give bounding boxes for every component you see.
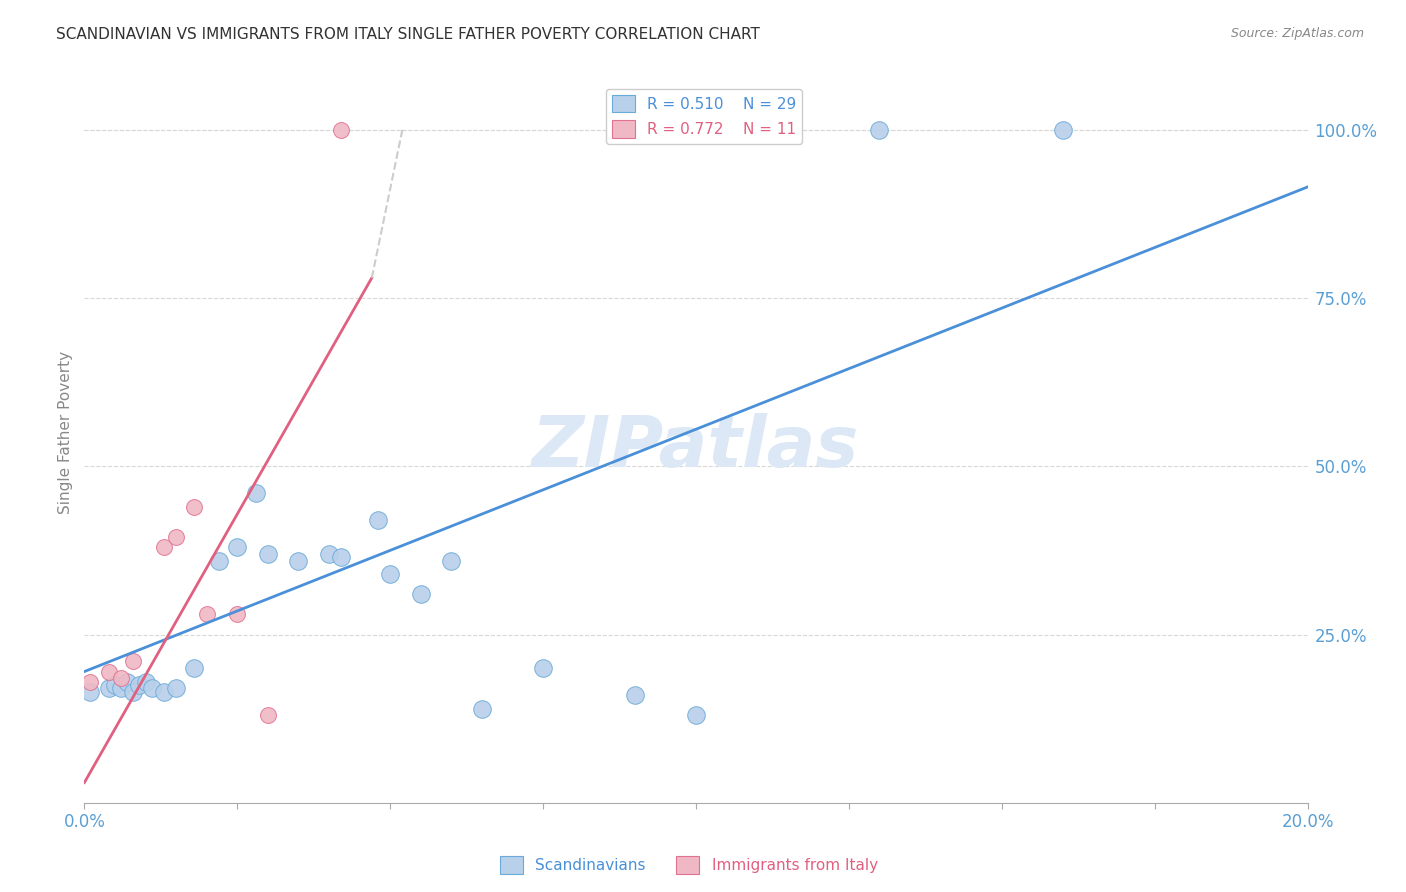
Point <box>440 553 463 567</box>
Point <box>330 122 353 136</box>
Point <box>685 708 707 723</box>
Point <box>409 587 432 601</box>
Point <box>226 607 249 622</box>
Point <box>195 607 218 622</box>
Legend: R = 0.510    N = 29, R = 0.772    N = 11: R = 0.510 N = 29, R = 0.772 N = 11 <box>606 88 803 144</box>
Point <box>471 701 494 715</box>
Point <box>122 655 145 669</box>
Point <box>97 665 120 679</box>
Point <box>97 681 120 696</box>
Point <box>367 513 389 527</box>
Point <box>287 553 309 567</box>
Point <box>318 547 340 561</box>
Point <box>1052 122 1074 136</box>
Point <box>79 674 101 689</box>
Point <box>110 681 132 696</box>
Point <box>135 674 157 689</box>
Point <box>183 661 205 675</box>
Point <box>165 681 187 696</box>
Text: Source: ZipAtlas.com: Source: ZipAtlas.com <box>1230 27 1364 40</box>
Point <box>122 685 145 699</box>
Point <box>208 553 231 567</box>
Legend: Scandinavians, Immigrants from Italy: Scandinavians, Immigrants from Italy <box>494 850 884 880</box>
Text: ZIPatlas: ZIPatlas <box>533 413 859 482</box>
Text: SCANDINAVIAN VS IMMIGRANTS FROM ITALY SINGLE FATHER POVERTY CORRELATION CHART: SCANDINAVIAN VS IMMIGRANTS FROM ITALY SI… <box>56 27 761 42</box>
Point <box>79 685 101 699</box>
Point <box>257 708 280 723</box>
Point <box>153 540 176 554</box>
Point <box>110 671 132 685</box>
Point <box>153 685 176 699</box>
Point <box>104 678 127 692</box>
Point <box>141 681 163 696</box>
Point <box>330 550 353 565</box>
Y-axis label: Single Father Poverty: Single Father Poverty <box>58 351 73 514</box>
Point <box>245 486 267 500</box>
Point <box>624 688 647 702</box>
Point <box>115 674 138 689</box>
Point <box>165 530 187 544</box>
Point <box>380 566 402 581</box>
Point <box>257 547 280 561</box>
Point <box>183 500 205 514</box>
Point <box>128 678 150 692</box>
Point <box>226 540 249 554</box>
Point <box>531 661 554 675</box>
Point <box>869 122 891 136</box>
